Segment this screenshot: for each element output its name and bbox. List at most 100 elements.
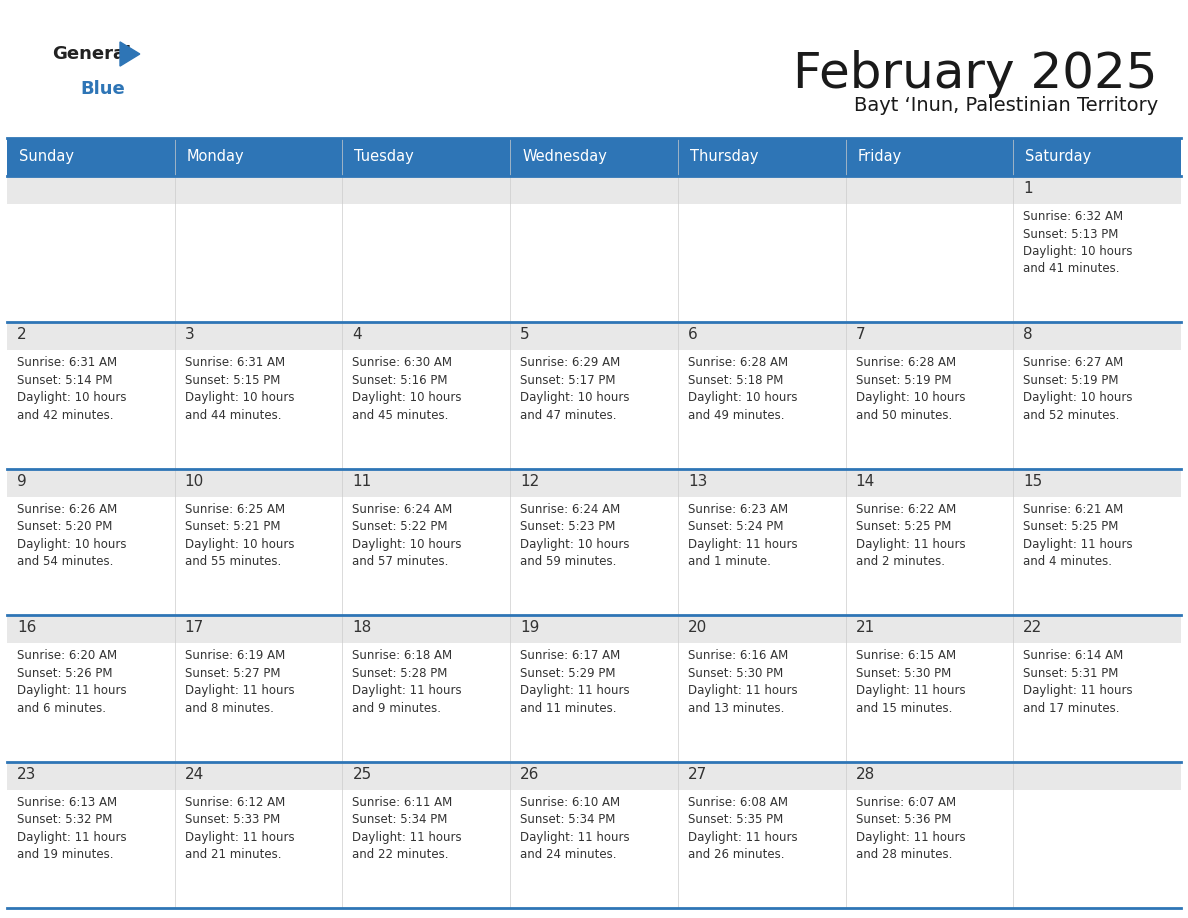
Text: Sunrise: 6:27 AM: Sunrise: 6:27 AM [1023,356,1124,369]
Text: Sunset: 5:13 PM: Sunset: 5:13 PM [1023,228,1119,241]
Text: Daylight: 11 hours: Daylight: 11 hours [688,538,797,551]
Text: Daylight: 10 hours: Daylight: 10 hours [184,391,295,405]
Text: and 24 minutes.: and 24 minutes. [520,848,617,861]
Bar [7,322,175,351]
Text: 24: 24 [184,767,204,781]
Bar [678,176,846,204]
Text: and 1 minute.: and 1 minute. [688,555,771,568]
Bar [846,138,1013,176]
Bar [1013,204,1181,322]
Bar [1013,789,1181,908]
Text: 20: 20 [688,621,707,635]
Text: Daylight: 11 hours: Daylight: 11 hours [184,831,295,844]
Text: Daylight: 11 hours: Daylight: 11 hours [353,831,462,844]
Text: Daylight: 11 hours: Daylight: 11 hours [184,684,295,697]
Text: 19: 19 [520,621,539,635]
Text: Daylight: 11 hours: Daylight: 11 hours [855,684,965,697]
Bar [7,204,175,322]
Text: 15: 15 [1023,474,1043,488]
Text: Sunset: 5:30 PM: Sunset: 5:30 PM [688,666,783,679]
Text: Sunset: 5:25 PM: Sunset: 5:25 PM [1023,521,1119,533]
Text: and 21 minutes.: and 21 minutes. [184,848,282,861]
Bar [7,138,175,176]
Text: 4: 4 [353,328,362,342]
Text: Sunset: 5:18 PM: Sunset: 5:18 PM [688,374,783,386]
Text: 25: 25 [353,767,372,781]
Text: and 52 minutes.: and 52 minutes. [1023,409,1119,422]
Text: Daylight: 10 hours: Daylight: 10 hours [353,538,462,551]
Bar [342,204,510,322]
Text: and 22 minutes.: and 22 minutes. [353,848,449,861]
Text: 6: 6 [688,328,697,342]
Text: and 19 minutes.: and 19 minutes. [17,848,114,861]
Text: 7: 7 [855,328,865,342]
Text: Sunrise: 6:07 AM: Sunrise: 6:07 AM [855,796,955,809]
Text: and 57 minutes.: and 57 minutes. [353,555,449,568]
Text: Bayt ‘Inun, Palestinian Territory: Bayt ‘Inun, Palestinian Territory [854,96,1158,115]
Text: Sunset: 5:22 PM: Sunset: 5:22 PM [353,521,448,533]
Text: Sunrise: 6:21 AM: Sunrise: 6:21 AM [1023,503,1124,516]
Text: Sunset: 5:30 PM: Sunset: 5:30 PM [855,666,950,679]
Text: Sunrise: 6:30 AM: Sunrise: 6:30 AM [353,356,453,369]
Bar [175,497,342,615]
Bar [510,615,678,644]
Text: Sunrise: 6:28 AM: Sunrise: 6:28 AM [855,356,955,369]
Text: Monday: Monday [187,150,245,164]
Text: Daylight: 10 hours: Daylight: 10 hours [1023,245,1133,258]
Bar [342,138,510,176]
Text: and 8 minutes.: and 8 minutes. [184,701,273,715]
Text: Sunrise: 6:12 AM: Sunrise: 6:12 AM [184,796,285,809]
Text: and 9 minutes.: and 9 minutes. [353,701,442,715]
Text: 17: 17 [184,621,204,635]
Text: and 59 minutes.: and 59 minutes. [520,555,617,568]
Text: Daylight: 11 hours: Daylight: 11 hours [855,831,965,844]
Text: Friday: Friday [858,150,902,164]
Bar [846,789,1013,908]
Text: Sunrise: 6:26 AM: Sunrise: 6:26 AM [17,503,118,516]
Text: 27: 27 [688,767,707,781]
Text: Sunset: 5:23 PM: Sunset: 5:23 PM [520,521,615,533]
Text: and 15 minutes.: and 15 minutes. [855,701,952,715]
Text: Sunrise: 6:19 AM: Sunrise: 6:19 AM [184,649,285,662]
Text: Sunset: 5:16 PM: Sunset: 5:16 PM [353,374,448,386]
Text: Daylight: 10 hours: Daylight: 10 hours [17,391,126,405]
Bar [678,762,846,789]
Text: Sunrise: 6:11 AM: Sunrise: 6:11 AM [353,796,453,809]
Text: Daylight: 10 hours: Daylight: 10 hours [17,538,126,551]
Text: Daylight: 11 hours: Daylight: 11 hours [17,831,127,844]
Text: Daylight: 10 hours: Daylight: 10 hours [1023,391,1133,405]
Bar [175,176,342,204]
Text: Sunset: 5:24 PM: Sunset: 5:24 PM [688,521,783,533]
Text: 23: 23 [17,767,37,781]
Bar [7,644,175,762]
Text: Daylight: 11 hours: Daylight: 11 hours [17,684,127,697]
Bar [510,789,678,908]
Text: Sunrise: 6:10 AM: Sunrise: 6:10 AM [520,796,620,809]
Bar [678,138,846,176]
Text: Sunrise: 6:08 AM: Sunrise: 6:08 AM [688,796,788,809]
Text: 14: 14 [855,474,874,488]
Bar [510,204,678,322]
Text: Sunset: 5:19 PM: Sunset: 5:19 PM [1023,374,1119,386]
Text: Sunset: 5:34 PM: Sunset: 5:34 PM [520,813,615,826]
Bar [510,644,678,762]
Bar [1013,615,1181,644]
Text: and 11 minutes.: and 11 minutes. [520,701,617,715]
Text: 3: 3 [184,328,195,342]
Bar [1013,351,1181,469]
Bar [175,644,342,762]
Text: Sunrise: 6:24 AM: Sunrise: 6:24 AM [520,503,620,516]
Text: and 44 minutes.: and 44 minutes. [184,409,282,422]
Text: and 6 minutes.: and 6 minutes. [17,701,106,715]
Bar [7,176,175,204]
Text: Sunset: 5:35 PM: Sunset: 5:35 PM [688,813,783,826]
Text: and 45 minutes.: and 45 minutes. [353,409,449,422]
Bar [175,615,342,644]
Bar [342,615,510,644]
Text: Daylight: 11 hours: Daylight: 11 hours [688,831,797,844]
Bar [175,138,342,176]
Bar [846,176,1013,204]
Text: 11: 11 [353,474,372,488]
Text: 22: 22 [1023,621,1043,635]
Text: Sunrise: 6:23 AM: Sunrise: 6:23 AM [688,503,788,516]
